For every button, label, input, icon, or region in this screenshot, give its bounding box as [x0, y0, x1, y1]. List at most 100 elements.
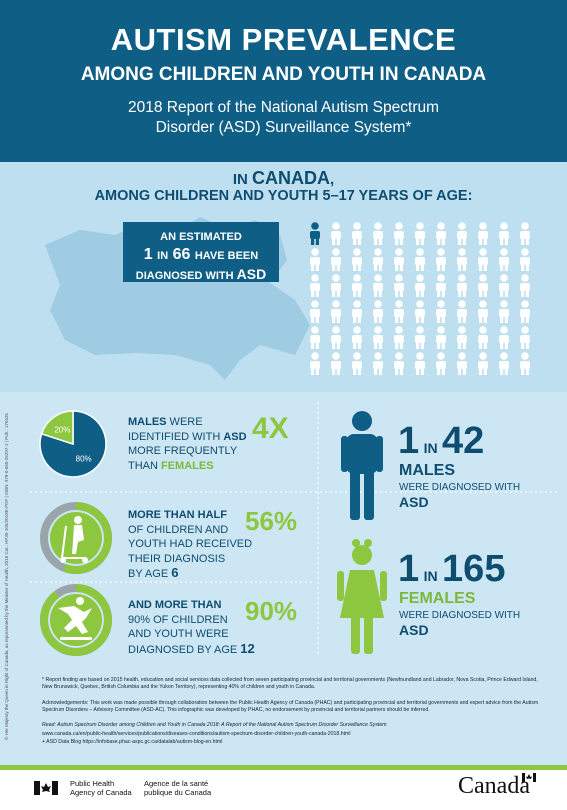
footnote-read: Read: Autism Spectrum Disorder among Chi… [42, 722, 387, 728]
person-icon [478, 326, 488, 349]
ratio-value: 4X [252, 412, 289, 445]
agency-en-2: Agency of Canada [70, 788, 132, 797]
estimate-asd: ASD [236, 266, 267, 282]
person-icon [457, 274, 467, 297]
wordmark-flag-icon [522, 773, 536, 782]
person-icon [394, 248, 404, 271]
footer: Public Health Agency of Canada Agence de… [0, 765, 567, 810]
person-icon-highlighted [310, 222, 320, 245]
males-line-1: MALES WERE [128, 415, 247, 430]
copyright-side-text: © Her Majesty the Queen in Right of Cana… [4, 413, 9, 740]
males-line-3: MORE FREQUENTLY [128, 445, 238, 457]
canada-wordmark: Canada [458, 773, 530, 799]
estimate-num1: 1 [143, 246, 153, 263]
person-icon [457, 248, 467, 271]
person-icon [499, 248, 509, 271]
skateboard-progress-ring [40, 502, 112, 574]
person-icon [331, 326, 341, 349]
agency-fr: Agence de la santé publique du Canada [144, 779, 211, 797]
person-icon [394, 352, 404, 375]
person-icon [478, 300, 488, 323]
person-icon [373, 222, 383, 245]
ninety-percent: 90% [245, 596, 298, 626]
footnote-data: * Report finding are based on 2015 healt… [42, 677, 538, 690]
estimate-box: AN ESTIMATED 1 IN 66 HAVE BEEN DIAGNOSED… [123, 222, 279, 282]
person-icon [457, 326, 467, 349]
half-line-5: BY AGE 6 [128, 565, 252, 582]
panel-dividers [30, 402, 560, 657]
person-icon [394, 274, 404, 297]
ninety-line-2: 90% OF CHILDREN [128, 613, 228, 626]
ninety-text: AND MORE THAN 90% OF CHILDREN AND YOUTH … [128, 598, 255, 657]
pie-slice-females [40, 410, 74, 446]
person-icon [478, 222, 488, 245]
ninety-by-age: DIAGNOSED BY AGE [128, 643, 241, 656]
sex-pie-chart: 80% 20% [39, 410, 107, 478]
person-icon [352, 248, 362, 271]
people-grid [310, 222, 530, 375]
blog-link[interactable]: + ASD Data Blog https://infobase.phac-as… [42, 739, 223, 745]
person-icon [415, 326, 425, 349]
males-identified: IDENTIFIED WITH [128, 430, 224, 443]
header-banner: AUTISM PREVALENCE AMONG CHILDREN AND YOU… [0, 0, 567, 162]
half-text: MORE THAN HALF OF CHILDREN AND YOUTH HAD… [128, 508, 252, 582]
person-icon [373, 248, 383, 271]
pie-label-females: 20% [54, 425, 70, 434]
female-rate: 1 IN 165 [398, 548, 505, 591]
person-icon [520, 222, 530, 245]
intro-comma: , [330, 171, 335, 188]
person-icon [415, 222, 425, 245]
agency-en-1: Public Health [70, 779, 115, 788]
report-line-1: 2018 Report of the National Autism Spect… [127, 99, 440, 116]
half-line-4: THEIR DIAGNOSIS [128, 552, 226, 565]
female-rate-num2: 165 [442, 548, 506, 590]
person-icon [310, 248, 320, 271]
person-icon [415, 274, 425, 297]
person-icon [310, 300, 320, 323]
report-link[interactable]: www.canada.ca/en/public-health/services/… [42, 731, 351, 737]
person-icon [352, 326, 362, 349]
person-icon [520, 352, 530, 375]
estimate-line-3: DIAGNOSED WITH ASD [123, 265, 279, 285]
ninety-line-3: AND YOUTH WERE [128, 628, 229, 640]
males-line-4: THAN FEMALES [128, 459, 247, 474]
ring-progress [62, 502, 112, 574]
female-rate-line-2: WERE DIAGNOSED WITH [399, 610, 521, 621]
person-icon [520, 300, 530, 323]
half-line-1: MORE THAN HALF [128, 509, 227, 521]
male-figure-icon [341, 411, 383, 520]
person-icon [436, 248, 446, 271]
person-icon [331, 274, 341, 297]
half-percent: 56% [245, 506, 298, 536]
males-asd: ASD [223, 430, 247, 443]
skateboarder-icon [58, 597, 92, 640]
person-icon [352, 274, 362, 297]
estimate-line-2: 1 IN 66 HAVE BEEN [123, 246, 279, 265]
female-rate-in: IN [423, 568, 438, 584]
person-icon [457, 300, 467, 323]
footer-green-bar [0, 765, 567, 770]
males-more-text: MALES WERE IDENTIFIED WITH ASD MORE FREQ… [128, 415, 247, 473]
intro-prefix: IN [232, 171, 252, 188]
male-rate: 1 IN 42 [398, 420, 484, 463]
person-icon [436, 352, 446, 375]
male-rate-line-2: WERE DIAGNOSED WITH [399, 482, 521, 493]
person-icon [352, 300, 362, 323]
page-subtitle: AMONG CHILDREN AND YOUTH IN CANADA [80, 64, 487, 85]
person-icon [520, 326, 530, 349]
pie-label-males: 80% [76, 455, 92, 464]
person-icon [499, 352, 509, 375]
person-icon [436, 274, 446, 297]
person-icon [310, 274, 320, 297]
intro-country: CANADA [252, 168, 330, 188]
half-line-3: YOUTH HAD RECEIVED [128, 538, 253, 550]
females-emph: FEMALES [161, 459, 214, 472]
person-icon [373, 352, 383, 375]
female-rate-num1: 1 [398, 548, 420, 590]
half-age: 6 [171, 565, 179, 580]
skater-progress-ring [40, 584, 112, 656]
estimate-diagnosed: DIAGNOSED WITH [135, 270, 234, 282]
person-icon [499, 222, 509, 245]
person-icon [478, 274, 488, 297]
person-icon [478, 248, 488, 271]
